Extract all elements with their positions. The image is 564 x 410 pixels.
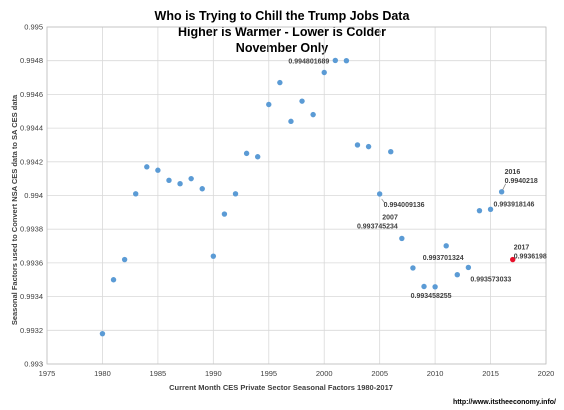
annotation-label: 0.993918146: [494, 201, 535, 208]
y-axis-ticks: 0.993 0.9932 0.9934 0.9936 0.9938 0.994 0.9942…: [20, 23, 43, 369]
data-point: [199, 186, 205, 192]
annotation-label: 0.993745234: [357, 223, 398, 230]
data-point: [210, 253, 217, 259]
x-tick-label: 2005: [371, 369, 388, 378]
annotation-label: 0.993573033: [470, 276, 511, 283]
x-tick-label: 1985: [150, 369, 167, 378]
x-tick-label: 1975: [39, 369, 56, 378]
data-point: [221, 211, 228, 217]
annotation-label: 0.994009136: [384, 202, 425, 209]
data-point: [232, 191, 239, 197]
annotation-label: 2007: [382, 214, 398, 221]
data-point: [454, 271, 460, 278]
y-axis-label: Seasonal Factors used to Convert NSA CES…: [10, 94, 19, 325]
y-tick-label: 0.9948: [20, 56, 43, 65]
y-tick-label: 0.993: [24, 360, 43, 369]
annotation-leader-line: [381, 198, 385, 204]
data-point: [343, 58, 350, 64]
y-tick-label: 0.9942: [20, 157, 43, 166]
x-axis-label: Current Month CES Private Sector Seasona…: [169, 383, 393, 392]
plot-border: [46, 26, 547, 365]
y-tick-label: 0.9932: [20, 326, 43, 335]
data-point: [144, 164, 150, 170]
annotation-label: 2017: [514, 245, 530, 252]
data-point: [432, 284, 438, 290]
x-tick-label: 2000: [316, 369, 333, 378]
data-point: [299, 98, 305, 104]
chart-title-line-1: Who is Trying to Chill the Trump Jobs Da…: [155, 9, 411, 23]
data-point: [133, 191, 139, 197]
data-annotations: 0.994801689 0.994009136 2007 0.993745234 0.9…: [288, 58, 547, 299]
source-credit: http://www.itstheeconomy.info/: [453, 399, 556, 406]
data-point: [321, 69, 327, 76]
y-tick-label: 0.9944: [20, 124, 43, 133]
data-point: [388, 148, 394, 155]
data-point: [277, 79, 283, 86]
x-axis-ticks: 1975 1980 1985 1990 1995 2000 2005 2010 2015 2020: [39, 369, 555, 378]
y-tick-label: 0.995: [24, 23, 43, 32]
plot-area: [46, 26, 547, 365]
data-point: [166, 177, 172, 184]
data-point: [332, 57, 339, 64]
y-tick-label: 0.9934: [20, 292, 43, 301]
data-point: [177, 181, 183, 187]
data-point: [354, 142, 361, 148]
data-point: [110, 277, 117, 283]
y-tick-label: 0.994: [24, 191, 43, 200]
annotation-label: 0.993701324: [423, 255, 464, 262]
annotation-leader-line: [502, 183, 506, 190]
y-tick-label: 0.9936: [20, 258, 43, 267]
x-tick-label: 2015: [482, 369, 499, 378]
chart-title-line-2: Higher is Warmer - Lower is Colder: [178, 25, 386, 39]
x-tick-label: 1995: [260, 369, 277, 378]
data-point: [365, 143, 372, 150]
data-point: [399, 235, 405, 242]
data-point-highlight: [510, 256, 516, 263]
data-point: [487, 206, 494, 212]
annotation-label: 0.993458255: [411, 293, 452, 300]
y-tick-label: 0.9938: [20, 225, 43, 234]
x-tick-label: 1980: [94, 369, 111, 378]
data-point: [288, 118, 294, 125]
y-tick-label: 0.9946: [20, 90, 43, 99]
data-point: [498, 189, 505, 195]
data-point: [410, 265, 416, 271]
data-point: [121, 256, 128, 263]
data-points: [99, 57, 516, 337]
data-point: [99, 330, 106, 337]
data-point: [266, 101, 272, 108]
x-tick-label: 1990: [205, 369, 222, 378]
chart-title-line-3: November Only: [236, 41, 328, 55]
x-tick-label: 2010: [427, 369, 444, 378]
data-point: [476, 207, 483, 214]
x-tick-label: 2020: [538, 369, 555, 378]
data-point: [443, 243, 449, 249]
data-point: [243, 150, 250, 157]
data-point: [465, 264, 472, 271]
data-point: [376, 191, 383, 197]
annotation-label: 0.994801689: [288, 58, 329, 65]
data-point: [188, 175, 194, 182]
data-point: [254, 154, 261, 160]
annotation-label: 2016: [505, 169, 521, 176]
annotation-label: 0.9936198: [514, 254, 547, 261]
data-point: [421, 283, 427, 290]
data-point: [155, 167, 161, 173]
data-point: [310, 111, 316, 118]
annotation-label: 0.9940218: [505, 178, 538, 185]
